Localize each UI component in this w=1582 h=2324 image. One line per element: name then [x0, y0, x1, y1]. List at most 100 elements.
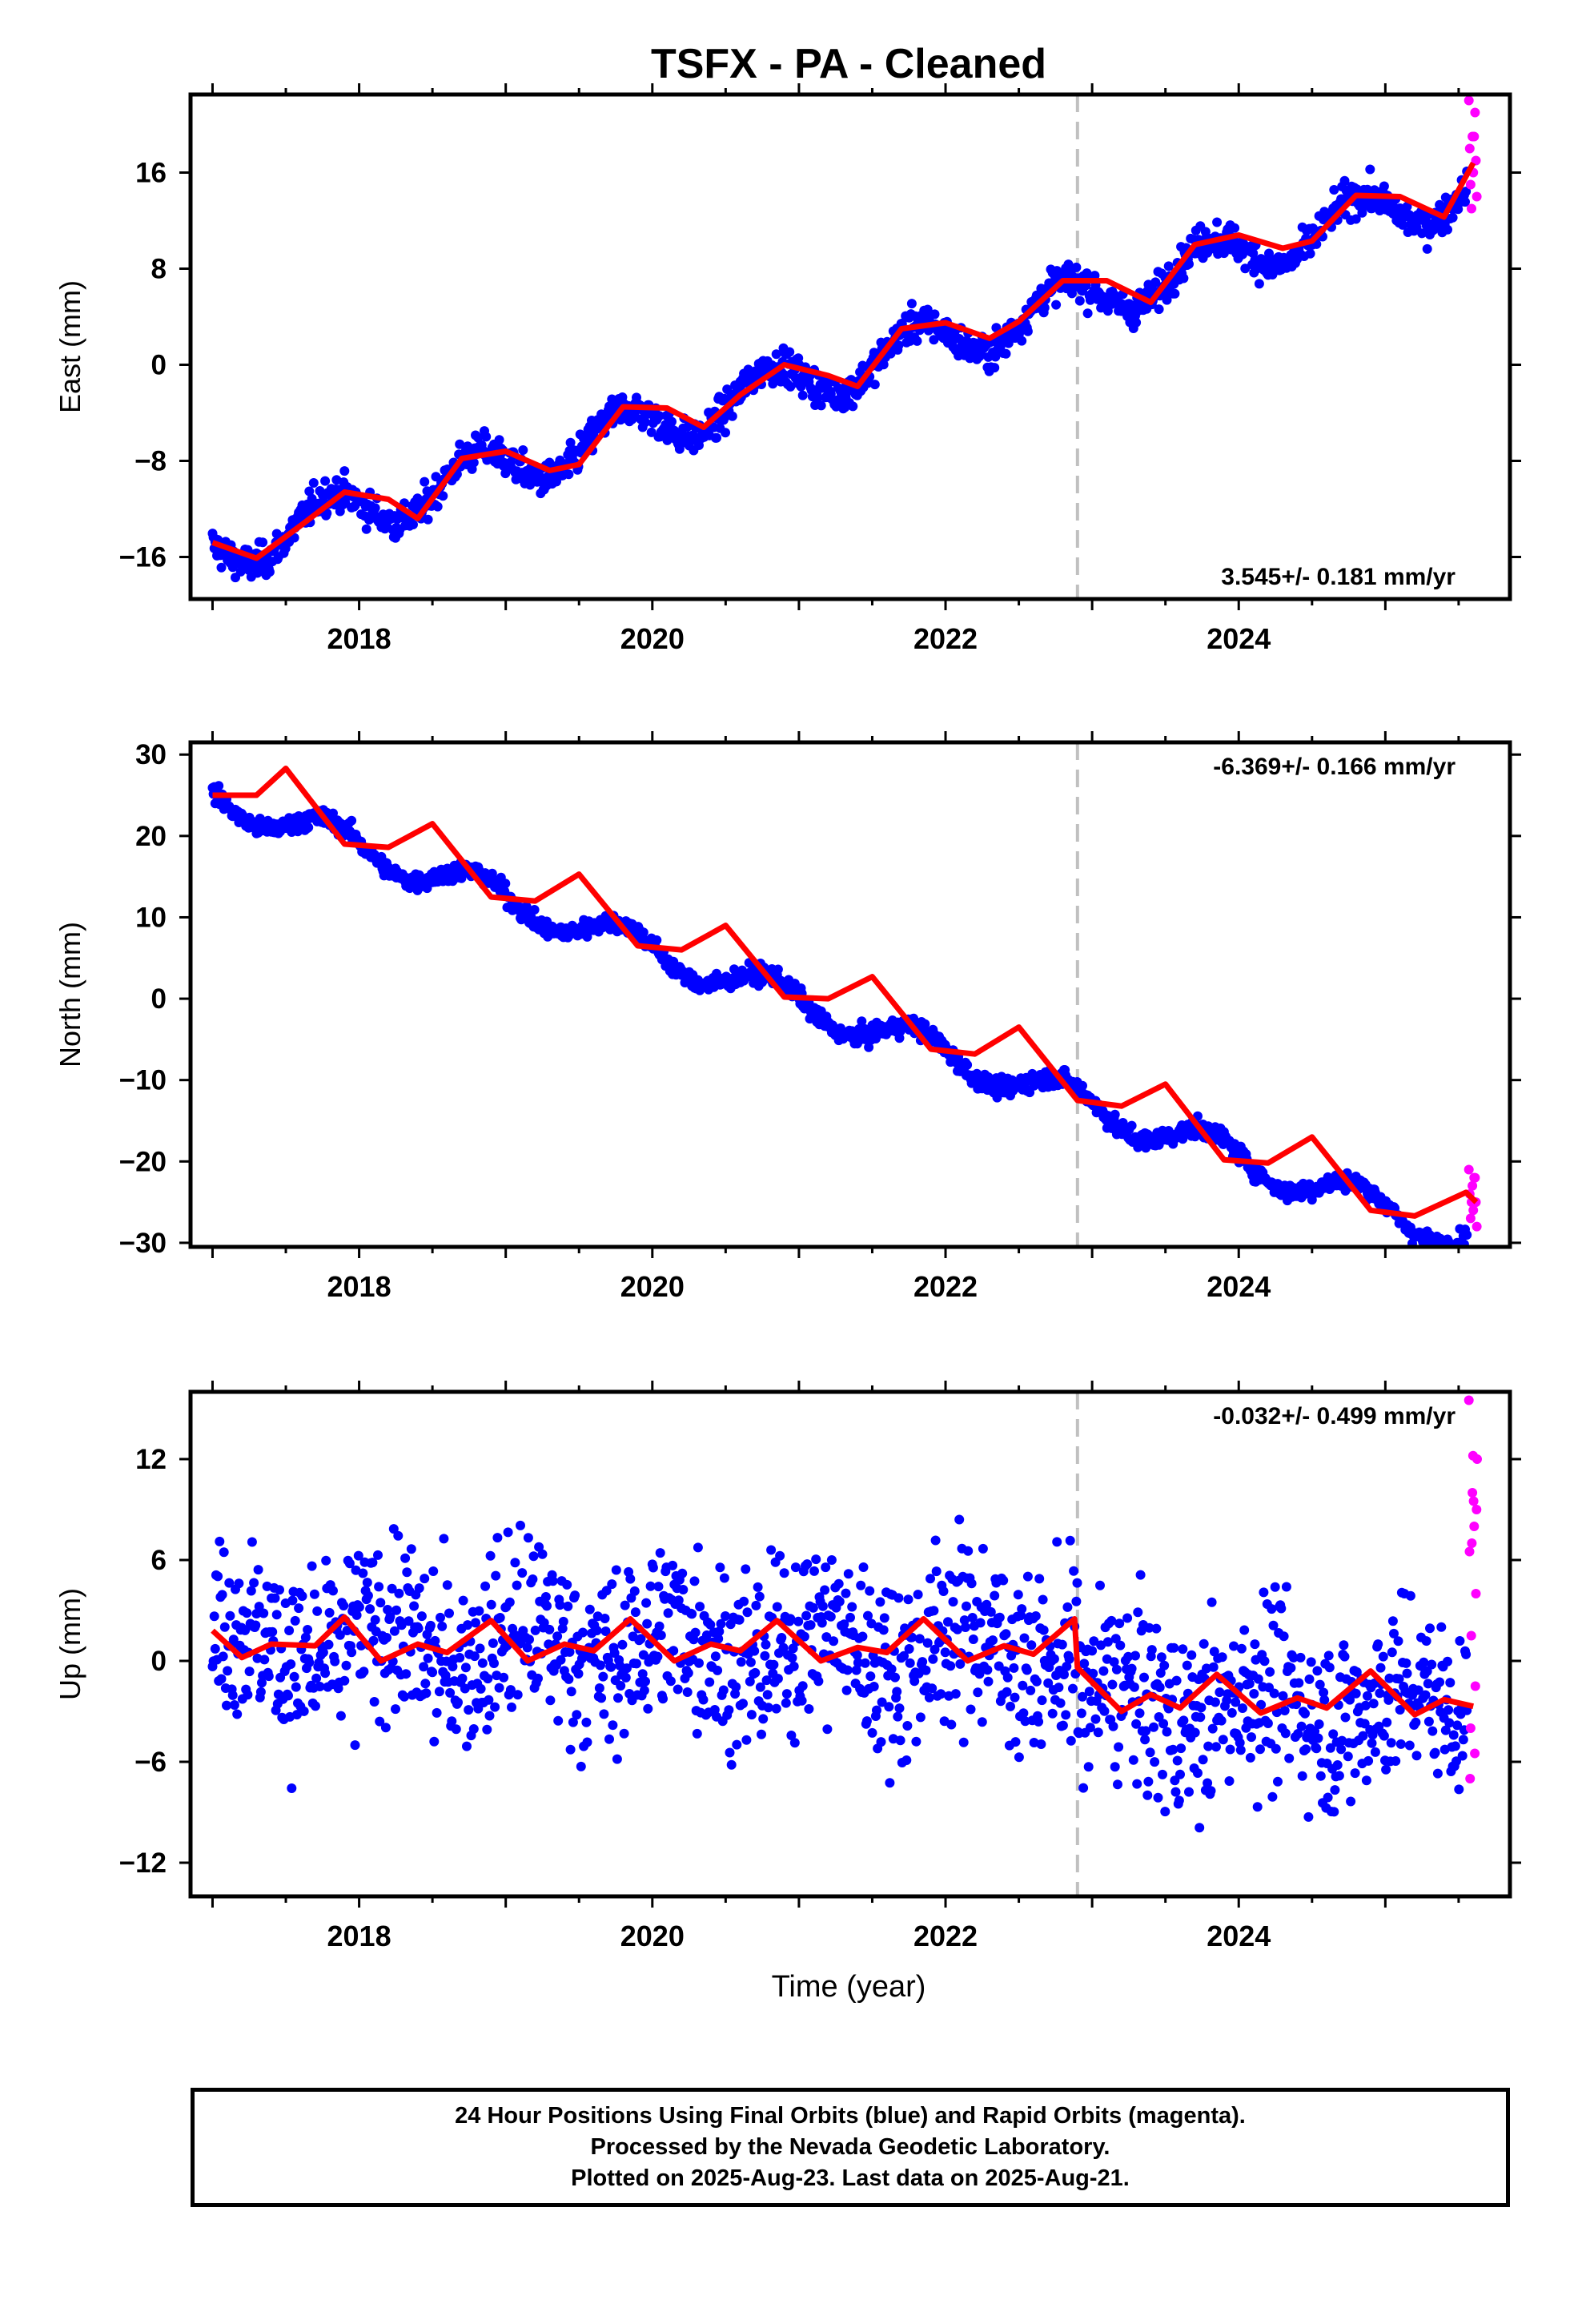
data-point	[1159, 1660, 1170, 1671]
final-orbit-series	[207, 1514, 1472, 1833]
data-point	[568, 1717, 578, 1727]
data-point	[428, 1667, 438, 1678]
data-point	[1381, 1764, 1391, 1775]
data-point	[893, 340, 904, 351]
data-point	[1346, 1796, 1356, 1807]
data-point	[713, 1665, 723, 1675]
data-point	[994, 1612, 1005, 1622]
data-point	[1421, 1636, 1431, 1647]
data-point	[787, 1653, 797, 1663]
data-point	[1227, 1707, 1237, 1718]
rapid-point	[1465, 1213, 1476, 1224]
data-point	[695, 1602, 705, 1612]
data-point	[1054, 1683, 1064, 1693]
data-point	[219, 1547, 229, 1558]
data-point	[1142, 1790, 1153, 1800]
data-point	[555, 1600, 565, 1610]
data-point	[915, 1712, 926, 1723]
rapid-point	[1471, 1589, 1481, 1598]
data-point	[851, 1665, 861, 1675]
data-point	[1163, 261, 1174, 271]
data-point	[275, 1585, 284, 1595]
data-point	[1330, 1785, 1340, 1795]
data-point	[1131, 1719, 1142, 1729]
data-point	[335, 1711, 346, 1721]
rapid-point	[1468, 1205, 1479, 1216]
data-point	[1259, 1656, 1270, 1667]
data-point	[556, 1655, 566, 1665]
data-point	[781, 1689, 792, 1699]
data-point	[1218, 1735, 1228, 1745]
data-point	[1436, 1622, 1447, 1632]
x-tick-label: 2018	[327, 622, 391, 655]
data-point	[347, 1647, 357, 1658]
data-point	[423, 1653, 433, 1663]
data-point	[1420, 1690, 1431, 1700]
data-point	[1324, 1663, 1335, 1673]
rapid-point	[1465, 1723, 1476, 1733]
data-point	[913, 1590, 923, 1600]
data-point	[396, 1620, 407, 1630]
data-point	[565, 1744, 576, 1755]
data-point	[1172, 1755, 1182, 1766]
data-point	[857, 1016, 867, 1027]
data-point	[1328, 1729, 1339, 1739]
data-point	[523, 1533, 533, 1543]
data-point	[654, 1621, 665, 1631]
data-point	[540, 1592, 551, 1602]
data-point	[865, 1586, 875, 1596]
data-point	[476, 1683, 486, 1694]
data-point	[573, 1669, 584, 1679]
data-point	[217, 1590, 227, 1600]
data-point	[1263, 1719, 1273, 1728]
data-point	[413, 1623, 424, 1634]
data-point	[1411, 1717, 1421, 1727]
y-tick-label: 12	[135, 1444, 167, 1475]
data-point	[240, 1625, 251, 1635]
x-axis-label: Time (year)	[772, 1970, 926, 2004]
data-point	[983, 1676, 994, 1687]
rapid-point	[1469, 131, 1480, 142]
data-point	[1190, 1727, 1200, 1738]
data-point	[789, 1738, 800, 1748]
y-tick-label: 30	[135, 739, 167, 770]
data-point	[473, 432, 484, 443]
data-point	[833, 1578, 844, 1589]
data-point	[1206, 1786, 1216, 1796]
x-tick-label: 2018	[327, 1920, 391, 1952]
data-point	[781, 1698, 791, 1708]
data-point	[1026, 1640, 1037, 1651]
data-point	[721, 1611, 730, 1621]
data-point	[841, 1588, 851, 1598]
data-point	[1229, 1641, 1239, 1651]
data-point	[1411, 1751, 1422, 1761]
data-point	[368, 1635, 379, 1646]
data-point	[725, 1747, 735, 1758]
data-point	[714, 1626, 725, 1637]
data-point	[1389, 1628, 1399, 1638]
data-point	[1134, 1708, 1145, 1719]
rapid-point	[1464, 1395, 1474, 1405]
data-point	[698, 1695, 709, 1705]
data-point	[294, 1603, 304, 1614]
data-point	[1452, 1720, 1463, 1731]
data-point	[619, 1728, 629, 1739]
data-point	[630, 1607, 640, 1618]
data-point	[361, 524, 371, 534]
rapid-point	[1468, 1496, 1479, 1506]
data-point	[570, 1590, 580, 1601]
data-point	[724, 1705, 734, 1715]
data-point	[1154, 1683, 1165, 1692]
rate-label: -6.369+/- 0.166 mm/yr	[1213, 754, 1456, 780]
data-point	[773, 1674, 783, 1684]
data-point	[1061, 1710, 1071, 1720]
data-point	[1010, 1737, 1021, 1747]
data-point	[1052, 1537, 1062, 1547]
data-point	[1301, 1744, 1311, 1755]
data-point	[420, 1679, 431, 1689]
data-point	[960, 1622, 970, 1632]
data-point	[1018, 1680, 1028, 1691]
data-point	[1149, 1722, 1158, 1732]
data-point	[847, 1602, 857, 1612]
